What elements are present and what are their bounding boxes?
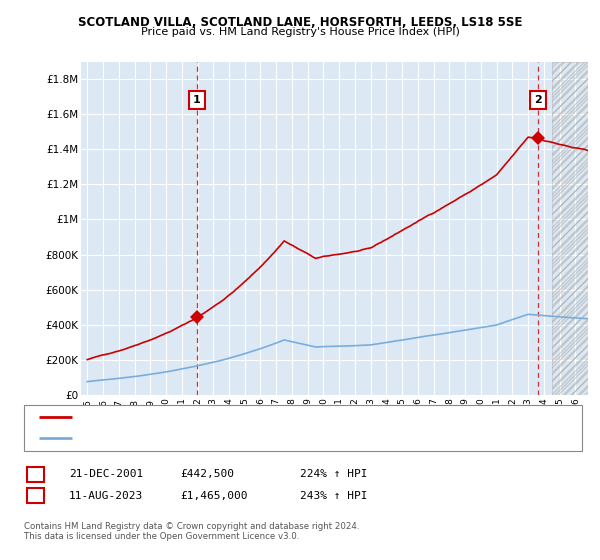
Text: 2: 2: [32, 491, 39, 501]
Bar: [552, 62, 588, 395]
Text: Price paid vs. HM Land Registry's House Price Index (HPI): Price paid vs. HM Land Registry's House …: [140, 27, 460, 37]
Bar: [552, 62, 588, 395]
Bar: [552, 62, 588, 395]
Text: 243% ↑ HPI: 243% ↑ HPI: [300, 491, 367, 501]
Text: HPI: Average price, detached house, Leeds: HPI: Average price, detached house, Leed…: [79, 434, 283, 443]
Text: 2: 2: [534, 95, 542, 105]
Text: 11-AUG-2023: 11-AUG-2023: [69, 491, 143, 501]
Text: SCOTLAND VILLA, SCOTLAND LANE, HORSFORTH, LEEDS, LS18 5SE (detached house): SCOTLAND VILLA, SCOTLAND LANE, HORSFORTH…: [79, 413, 484, 422]
Text: 1: 1: [32, 469, 39, 479]
Text: 21-DEC-2001: 21-DEC-2001: [69, 469, 143, 479]
Text: £442,500: £442,500: [180, 469, 234, 479]
Text: 1: 1: [193, 95, 201, 105]
Text: 224% ↑ HPI: 224% ↑ HPI: [300, 469, 367, 479]
Text: Contains HM Land Registry data © Crown copyright and database right 2024.
This d: Contains HM Land Registry data © Crown c…: [24, 522, 359, 542]
Text: SCOTLAND VILLA, SCOTLAND LANE, HORSFORTH, LEEDS, LS18 5SE: SCOTLAND VILLA, SCOTLAND LANE, HORSFORTH…: [78, 16, 522, 29]
Text: £1,465,000: £1,465,000: [180, 491, 248, 501]
